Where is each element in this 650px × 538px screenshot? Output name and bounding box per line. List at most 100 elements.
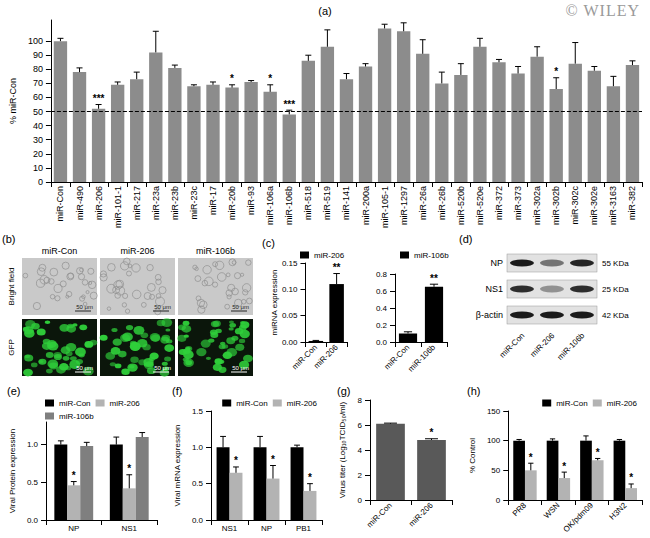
svg-text:miR-Con: miR-Con bbox=[42, 246, 78, 256]
svg-text:miR-Con: miR-Con bbox=[556, 399, 588, 408]
svg-text:0.00: 0.00 bbox=[282, 338, 298, 347]
svg-text:GFP: GFP bbox=[7, 339, 16, 355]
svg-text:miR-106b: miR-106b bbox=[414, 251, 449, 260]
svg-text:miR-302a: miR-302a bbox=[532, 186, 542, 225]
svg-text:(c): (c) bbox=[262, 237, 275, 249]
svg-text:miR-Con: miR-Con bbox=[498, 331, 527, 360]
svg-text:miR-206: miR-206 bbox=[120, 246, 154, 256]
svg-text:1.0: 1.0 bbox=[192, 443, 204, 452]
svg-text:miR-23b: miR-23b bbox=[170, 186, 180, 220]
svg-text:50 μm: 50 μm bbox=[76, 365, 93, 371]
svg-text:H3N2: H3N2 bbox=[608, 500, 629, 521]
svg-text:miR-106b: miR-106b bbox=[284, 186, 294, 225]
svg-text:miR-Con: miR-Con bbox=[236, 399, 268, 408]
svg-text:(d): (d) bbox=[459, 233, 472, 245]
svg-text:miR-Con: miR-Con bbox=[59, 399, 91, 408]
svg-text:*: * bbox=[596, 447, 600, 458]
svg-text:50 μm: 50 μm bbox=[154, 365, 171, 371]
svg-text:40: 40 bbox=[33, 121, 43, 131]
svg-text:*: * bbox=[308, 472, 312, 483]
svg-text:(g): (g) bbox=[337, 385, 350, 397]
svg-text:**: ** bbox=[333, 262, 341, 273]
svg-text:miRNA expression: miRNA expression bbox=[270, 270, 279, 336]
svg-text:miR-26b: miR-26b bbox=[437, 186, 447, 220]
svg-text:0.5: 0.5 bbox=[27, 478, 39, 487]
svg-text:miR-Con: miR-Con bbox=[55, 186, 65, 222]
svg-text:miR-26a: miR-26a bbox=[418, 186, 428, 220]
svg-text:miR-302e: miR-302e bbox=[589, 186, 599, 225]
svg-text:miR-206: miR-206 bbox=[607, 399, 638, 408]
svg-text:NS1: NS1 bbox=[121, 524, 137, 533]
svg-text:0: 0 bbox=[496, 496, 501, 505]
svg-text:NP: NP bbox=[68, 524, 79, 533]
svg-text:miR-382: miR-382 bbox=[627, 186, 637, 220]
svg-text:miR-206: miR-206 bbox=[529, 331, 557, 359]
svg-text:*: * bbox=[268, 73, 272, 84]
svg-text:miR-Con: miR-Con bbox=[365, 501, 394, 530]
svg-text:*: * bbox=[529, 452, 533, 463]
svg-text:% Control: % Control bbox=[468, 438, 477, 473]
svg-text:NP: NP bbox=[261, 524, 272, 533]
svg-text:***: *** bbox=[93, 93, 105, 104]
svg-text:% miR-Con: % miR-Con bbox=[8, 78, 18, 124]
svg-text:NS1: NS1 bbox=[485, 284, 503, 294]
svg-text:miR-3163: miR-3163 bbox=[608, 186, 618, 225]
svg-text:42 KDa: 42 KDa bbox=[602, 311, 629, 320]
svg-text:(a): (a) bbox=[318, 5, 331, 17]
svg-text:(f): (f) bbox=[172, 385, 182, 397]
svg-text:***: *** bbox=[283, 99, 295, 110]
svg-text:10: 10 bbox=[33, 163, 43, 173]
svg-text:miR-206: miR-206 bbox=[314, 251, 345, 260]
svg-text:(h): (h) bbox=[467, 385, 480, 397]
svg-text:OK/pdm09: OK/pdm09 bbox=[562, 500, 596, 534]
svg-text:miR-106b: miR-106b bbox=[556, 331, 587, 362]
svg-text:4: 4 bbox=[358, 446, 363, 455]
svg-text:miR-206: miR-206 bbox=[94, 186, 104, 220]
svg-text:*: * bbox=[230, 73, 234, 84]
svg-text:miR-518: miR-518 bbox=[303, 186, 313, 220]
svg-text:miR-17: miR-17 bbox=[208, 186, 218, 215]
svg-text:miR-206: miR-206 bbox=[287, 399, 318, 408]
svg-text:8: 8 bbox=[358, 396, 363, 405]
svg-text:NS1: NS1 bbox=[222, 524, 238, 533]
svg-text:miR-106b: miR-106b bbox=[59, 412, 94, 421]
svg-text:miR-93: miR-93 bbox=[246, 186, 256, 215]
svg-text:(e): (e) bbox=[7, 385, 20, 397]
svg-text:miR-1297: miR-1297 bbox=[399, 186, 409, 225]
svg-text:miR-520b: miR-520b bbox=[456, 186, 466, 225]
svg-text:100: 100 bbox=[28, 36, 43, 46]
svg-text:0.0: 0.0 bbox=[27, 516, 39, 525]
svg-text:25 KDa: 25 KDa bbox=[602, 285, 629, 294]
svg-text:β-actin: β-actin bbox=[476, 310, 503, 320]
svg-text:miR-106b: miR-106b bbox=[406, 342, 437, 373]
svg-text:0: 0 bbox=[358, 496, 363, 505]
svg-text:*: * bbox=[271, 454, 275, 465]
svg-text:*: * bbox=[562, 461, 566, 472]
svg-text:*: * bbox=[234, 455, 238, 466]
svg-text:miR-519: miR-519 bbox=[322, 186, 332, 220]
svg-text:miR-217: miR-217 bbox=[132, 186, 142, 220]
svg-text:70: 70 bbox=[33, 78, 43, 88]
svg-text:miR-23c: miR-23c bbox=[189, 186, 199, 220]
svg-text:0.0: 0.0 bbox=[192, 516, 204, 525]
svg-text:0.0: 0.0 bbox=[376, 338, 388, 347]
svg-text:miR-302b: miR-302b bbox=[551, 186, 561, 225]
svg-text:*: * bbox=[72, 470, 76, 481]
svg-text:50: 50 bbox=[33, 107, 43, 117]
svg-text:miR-206: miR-206 bbox=[312, 342, 340, 370]
svg-text:*: * bbox=[430, 427, 434, 438]
svg-text:0.05: 0.05 bbox=[282, 311, 298, 320]
svg-text:0.6: 0.6 bbox=[376, 287, 388, 296]
svg-text:NP: NP bbox=[490, 258, 503, 268]
svg-text:2: 2 bbox=[358, 471, 363, 480]
svg-text:30: 30 bbox=[33, 135, 43, 145]
svg-text:0: 0 bbox=[38, 177, 43, 187]
svg-text:50 μm: 50 μm bbox=[232, 304, 249, 310]
svg-text:miR-105-1: miR-105-1 bbox=[380, 186, 390, 228]
svg-text:miR-141: miR-141 bbox=[341, 186, 351, 220]
svg-text:Virus titer (Log₁₀TCID₅₀/ml): Virus titer (Log₁₀TCID₅₀/ml) bbox=[338, 401, 347, 498]
svg-text:60: 60 bbox=[33, 92, 43, 102]
svg-text:150: 150 bbox=[487, 407, 501, 416]
svg-text:0.5: 0.5 bbox=[192, 479, 204, 488]
svg-text:50 μm: 50 μm bbox=[76, 304, 93, 310]
